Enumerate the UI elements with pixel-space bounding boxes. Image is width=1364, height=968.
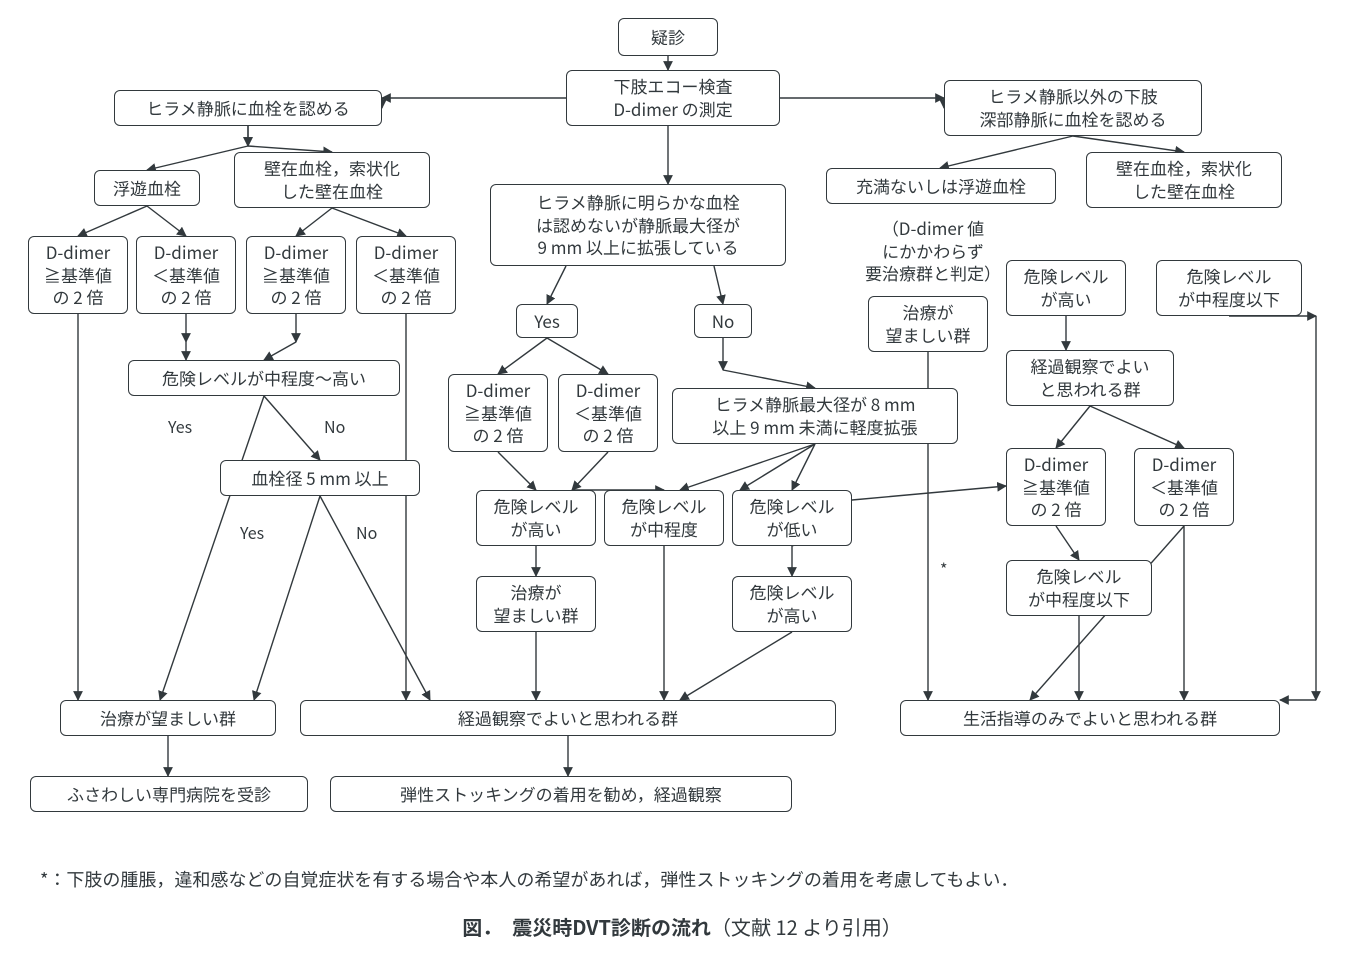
node-n_8mm: ヒラメ静脈最大径が 8 mm 以上 9 mm 未満に軽度拡張 — [672, 388, 958, 444]
footnote: *：下肢の腫脹，違和感などの自覚症状を有する場合や本人の希望があれば，弾性ストッ… — [40, 866, 1018, 892]
node-n_rlow: 危険レベル が低い — [732, 490, 852, 546]
node-n_rightA: ヒラメ静脈以外の下肢 深部静脈に血栓を認める — [944, 80, 1202, 136]
edge-label-e_l_yes: Yes — [168, 414, 192, 438]
node-n_out2b: 弾性ストッキングの着用を勧め，経過観察 — [330, 776, 792, 812]
figure-title: 図． 震災時DVT診断の流れ（文献 12 より引用） — [0, 912, 1364, 941]
node-n_rm: 危険レベル が中程度 — [604, 490, 724, 546]
node-n_r_note: （D-dimer 値 にかかわらず 要治療群と判定） — [838, 212, 1028, 290]
node-n_no9: No — [694, 304, 752, 338]
node-n_leftA: ヒラメ静脈に血栓を認める — [114, 90, 382, 126]
node-n_root: 疑診 — [618, 18, 718, 56]
node-n_dd3: D-dimer ≧基準値 の 2 倍 — [246, 236, 346, 314]
node-n_tx_m: 治療が 望ましい群 — [476, 576, 596, 632]
node-n_out1: 治療が望ましい群 — [60, 700, 276, 736]
edge-label-e_5_no: No — [356, 520, 377, 544]
node-n_out3: 生活指導のみでよいと思われる群 — [900, 700, 1280, 736]
node-n_echo: 下肢エコー検査 D-dimer の測定 — [566, 70, 780, 126]
node-n_r_full: 充満ないしは浮遊血栓 — [826, 168, 1056, 204]
node-n_rh2: 危険レベル が高い — [732, 576, 852, 632]
edge-label-e_5_yes: Yes — [240, 520, 264, 544]
node-n_r_obs: 経過観察でよい と思われる群 — [1006, 350, 1174, 406]
node-n_r_wall: 壁在血栓，索状化 した壁在血栓 — [1086, 152, 1282, 208]
node-n_r_tx: 治療が 望ましい群 — [868, 296, 988, 352]
edge-label-e_star: * — [940, 556, 947, 580]
flowchart-canvas: 疑診下肢エコー検査 D-dimer の測定 ヒラメ静脈に血栓を認める ヒラメ静脈以外… — [0, 0, 1364, 968]
node-n_thr5: 血栓径 5 mm 以上 — [220, 460, 420, 496]
node-n_mid: ヒラメ静脈に明らかな血栓 は認めないが静脈最大径が 9 mm 以上に拡張している — [490, 184, 786, 266]
node-n_dd2: D-dimer ＜基準値 の 2 倍 — [136, 236, 236, 314]
node-n_risk_mh: 危険レベルが中程度〜高い — [128, 360, 400, 396]
node-n_r_rm2: 危険レベル が中程度以下 — [1006, 560, 1152, 616]
node-n_r_rm: 危険レベル が中程度以下 — [1156, 260, 1302, 316]
node-n_l_wall: 壁在血栓，索状化 した壁在血栓 — [234, 152, 430, 208]
node-n_dd4: D-dimer ＜基準値 の 2 倍 — [356, 236, 456, 314]
node-n_rh1: 危険レベル が高い — [476, 490, 596, 546]
node-n_dd8: D-dimer ＜基準値 の 2 倍 — [1134, 448, 1234, 526]
node-n_yes9: Yes — [516, 304, 578, 338]
node-n_out2: 経過観察でよいと思われる群 — [300, 700, 836, 736]
node-n_r_rh: 危険レベル が高い — [1006, 260, 1126, 316]
node-n_dd5: D-dimer ≧基準値 の 2 倍 — [448, 374, 548, 452]
node-n_dd7: D-dimer ≧基準値 の 2 倍 — [1006, 448, 1106, 526]
edge-label-e_l_no: No — [324, 414, 345, 438]
node-n_dd6: D-dimer ＜基準値 の 2 倍 — [558, 374, 658, 452]
node-n_l_float: 浮遊血栓 — [94, 170, 200, 206]
node-n_dd1: D-dimer ≧基準値 の 2 倍 — [28, 236, 128, 314]
node-n_out1b: ふさわしい専門病院を受診 — [30, 776, 308, 812]
